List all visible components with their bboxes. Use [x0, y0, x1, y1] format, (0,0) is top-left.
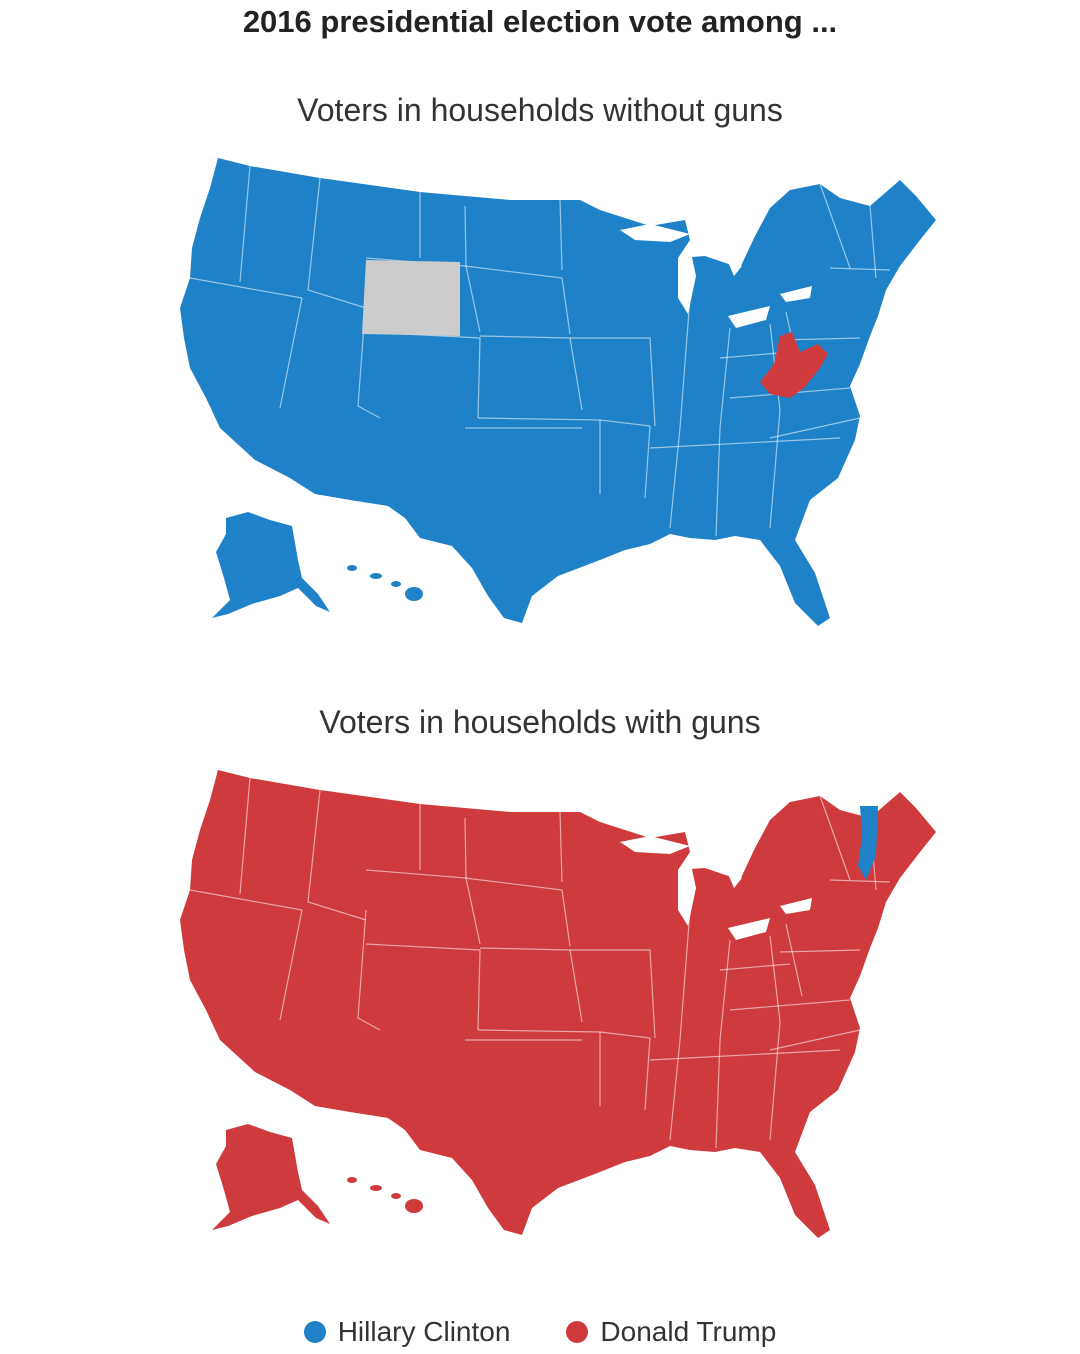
legend-swatch-trump: [566, 1321, 589, 1343]
us-map: [180, 158, 936, 626]
map-without-guns: [180, 158, 936, 626]
great-lakes: [620, 836, 812, 940]
legend-swatch-clinton: [303, 1321, 326, 1343]
contiguous-us-shape: [180, 770, 936, 1238]
map-with-guns: [180, 770, 936, 1238]
hawaii-shape: [347, 1177, 423, 1213]
legend-label-clinton: Hillary Clinton: [337, 1316, 511, 1347]
legend-item-trump: Donald Trump: [566, 1316, 776, 1348]
us-map: [180, 770, 936, 1238]
legend-item-clinton: Hillary Clinton: [303, 1316, 511, 1348]
legend-label-trump: Donald Trump: [600, 1316, 777, 1347]
map-subtitle-with-guns: Voters in households with guns: [319, 704, 761, 740]
headline: 2016 presidential election vote among ..…: [242, 4, 838, 39]
alaska-shape: [212, 512, 330, 618]
alaska-shape: [212, 1124, 330, 1230]
west-virginia-shape: [760, 332, 828, 398]
wyoming-shape: [362, 260, 460, 336]
legend: Hillary Clinton Donald Trump: [0, 1310, 1080, 1354]
state-borders: [189, 165, 891, 537]
hawaii-shape: [347, 565, 423, 601]
vermont-shape: [858, 806, 878, 880]
great-lakes: [620, 224, 812, 328]
map-subtitle-without-guns: Voters in households without guns: [297, 92, 783, 128]
